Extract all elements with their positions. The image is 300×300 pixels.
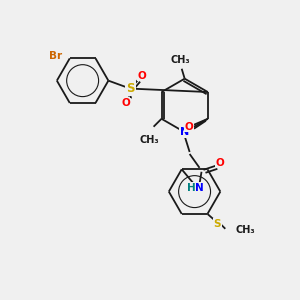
Text: CH₃: CH₃ bbox=[171, 55, 190, 65]
Text: CH₃: CH₃ bbox=[235, 225, 255, 235]
Text: S: S bbox=[214, 219, 221, 229]
Text: O: O bbox=[122, 98, 130, 108]
Text: O: O bbox=[216, 158, 225, 168]
Text: Br: Br bbox=[49, 51, 62, 62]
Text: H: H bbox=[187, 183, 196, 193]
Text: O: O bbox=[184, 122, 194, 132]
Text: S: S bbox=[126, 82, 134, 95]
Text: N: N bbox=[195, 183, 204, 193]
Text: CH₃: CH₃ bbox=[140, 135, 159, 145]
Text: O: O bbox=[138, 71, 146, 81]
Text: N: N bbox=[180, 127, 189, 137]
